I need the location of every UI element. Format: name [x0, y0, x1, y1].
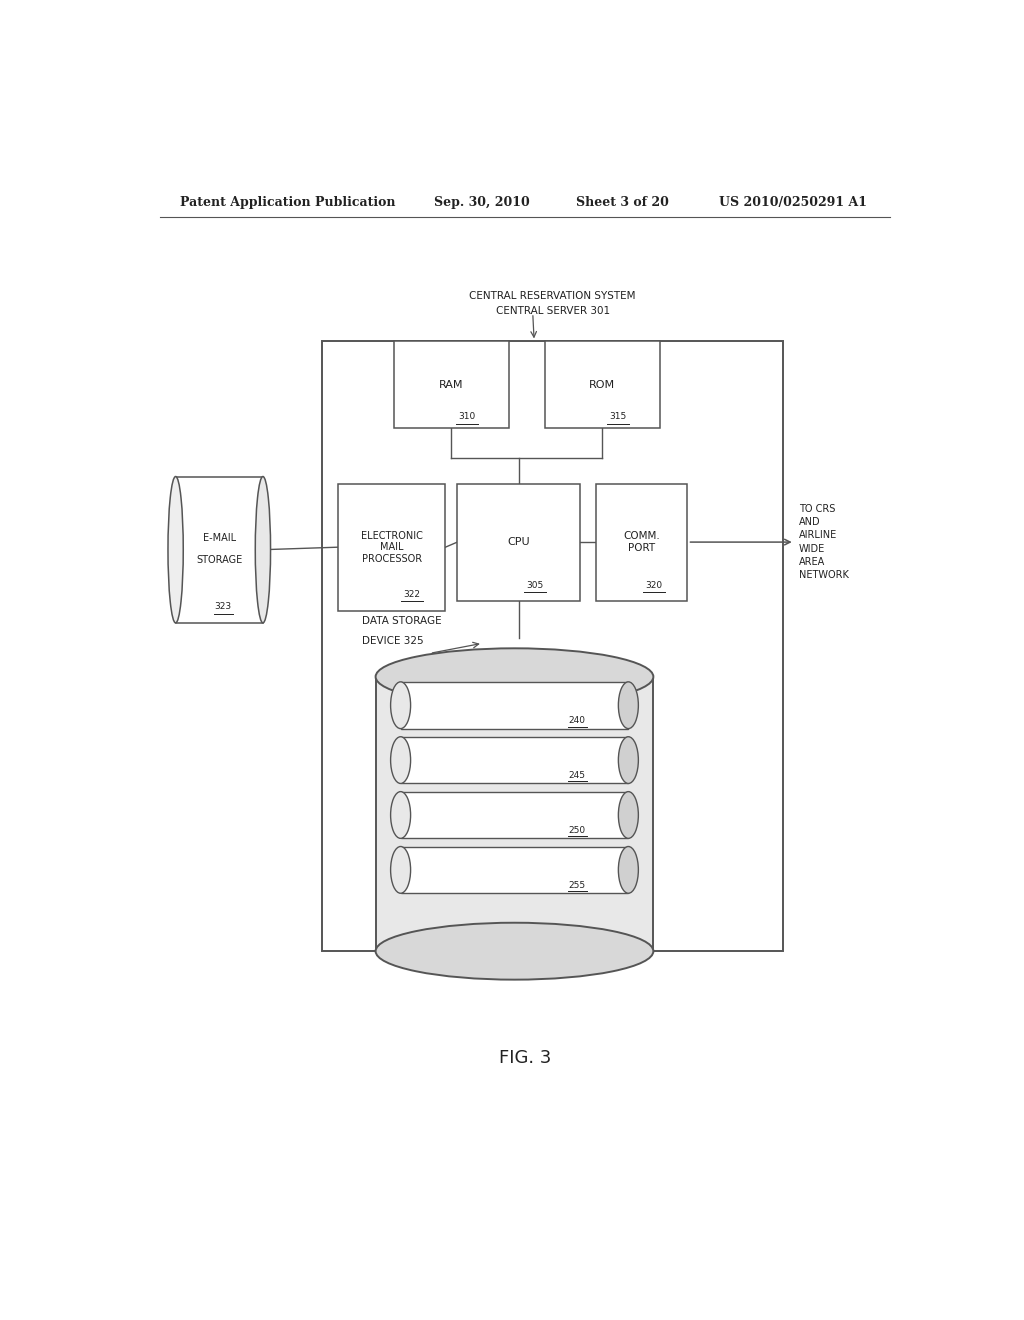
- Text: DATABASE: DATABASE: [482, 875, 531, 884]
- Text: 323: 323: [215, 602, 231, 611]
- Bar: [400, 846, 629, 894]
- Text: DATABASE: DATABASE: [482, 711, 531, 719]
- Bar: [394, 342, 509, 428]
- Text: FIG. 3: FIG. 3: [499, 1049, 551, 1067]
- Text: DATABASE: DATABASE: [482, 766, 531, 775]
- Bar: [376, 677, 653, 952]
- Text: 240: 240: [568, 715, 586, 725]
- Text: CENTRAL RESERVATION SYSTEM: CENTRAL RESERVATION SYSTEM: [469, 290, 636, 301]
- Bar: [338, 483, 445, 611]
- Ellipse shape: [618, 682, 638, 729]
- Ellipse shape: [255, 477, 270, 623]
- Text: 320: 320: [645, 581, 663, 590]
- Bar: [458, 483, 581, 601]
- Ellipse shape: [376, 648, 653, 705]
- Ellipse shape: [390, 846, 411, 894]
- Text: 250: 250: [568, 826, 586, 834]
- Text: Sep. 30, 2010: Sep. 30, 2010: [433, 195, 529, 209]
- Text: DATA STORAGE: DATA STORAGE: [362, 616, 441, 626]
- Text: ROM: ROM: [589, 380, 615, 389]
- Text: Sheet 3 of 20: Sheet 3 of 20: [577, 195, 670, 209]
- Text: COMM.
PORT: COMM. PORT: [624, 531, 660, 553]
- Ellipse shape: [390, 737, 411, 784]
- Ellipse shape: [618, 846, 638, 894]
- Bar: [400, 682, 629, 729]
- Text: TO CRS
AND
AIRLINE
WIDE
AREA
NETWORK: TO CRS AND AIRLINE WIDE AREA NETWORK: [799, 504, 849, 579]
- Ellipse shape: [390, 682, 411, 729]
- Text: RAM: RAM: [439, 380, 464, 389]
- Text: STORAGE: STORAGE: [197, 554, 243, 565]
- Text: SEAT ALLOCATION: SEAT ALLOCATION: [464, 746, 549, 755]
- Text: 322: 322: [403, 590, 420, 599]
- Text: 310: 310: [459, 412, 476, 421]
- Ellipse shape: [390, 792, 411, 838]
- Bar: [400, 737, 629, 784]
- Bar: [545, 342, 659, 428]
- Text: 315: 315: [609, 412, 627, 421]
- Ellipse shape: [618, 737, 638, 784]
- Text: RESERVATION: RESERVATION: [474, 855, 539, 865]
- Text: Patent Application Publication: Patent Application Publication: [179, 195, 395, 209]
- Bar: [323, 342, 782, 952]
- Bar: [400, 792, 629, 838]
- Text: DEVICE 325: DEVICE 325: [362, 636, 424, 647]
- Text: ELECTRONIC
MAIL
PROCESSOR: ELECTRONIC MAIL PROCESSOR: [360, 531, 423, 564]
- Text: CENTRAL SERVER 301: CENTRAL SERVER 301: [496, 306, 609, 315]
- Text: US 2010/0250291 A1: US 2010/0250291 A1: [719, 195, 867, 209]
- Ellipse shape: [618, 792, 638, 838]
- Text: 305: 305: [526, 581, 544, 590]
- Text: FLIGHT SCHEDULE: FLIGHT SCHEDULE: [463, 690, 550, 700]
- Text: PRICING AND RESTRICTIONS: PRICING AND RESTRICTIONS: [439, 800, 573, 809]
- Bar: [596, 483, 687, 601]
- Text: CPU: CPU: [508, 537, 530, 546]
- Text: 255: 255: [568, 880, 586, 890]
- Bar: [176, 477, 263, 623]
- Ellipse shape: [168, 477, 183, 623]
- Text: DATABASE: DATABASE: [482, 821, 531, 830]
- Ellipse shape: [376, 923, 653, 979]
- Text: 245: 245: [568, 771, 586, 780]
- Text: E-MAIL: E-MAIL: [203, 532, 236, 543]
